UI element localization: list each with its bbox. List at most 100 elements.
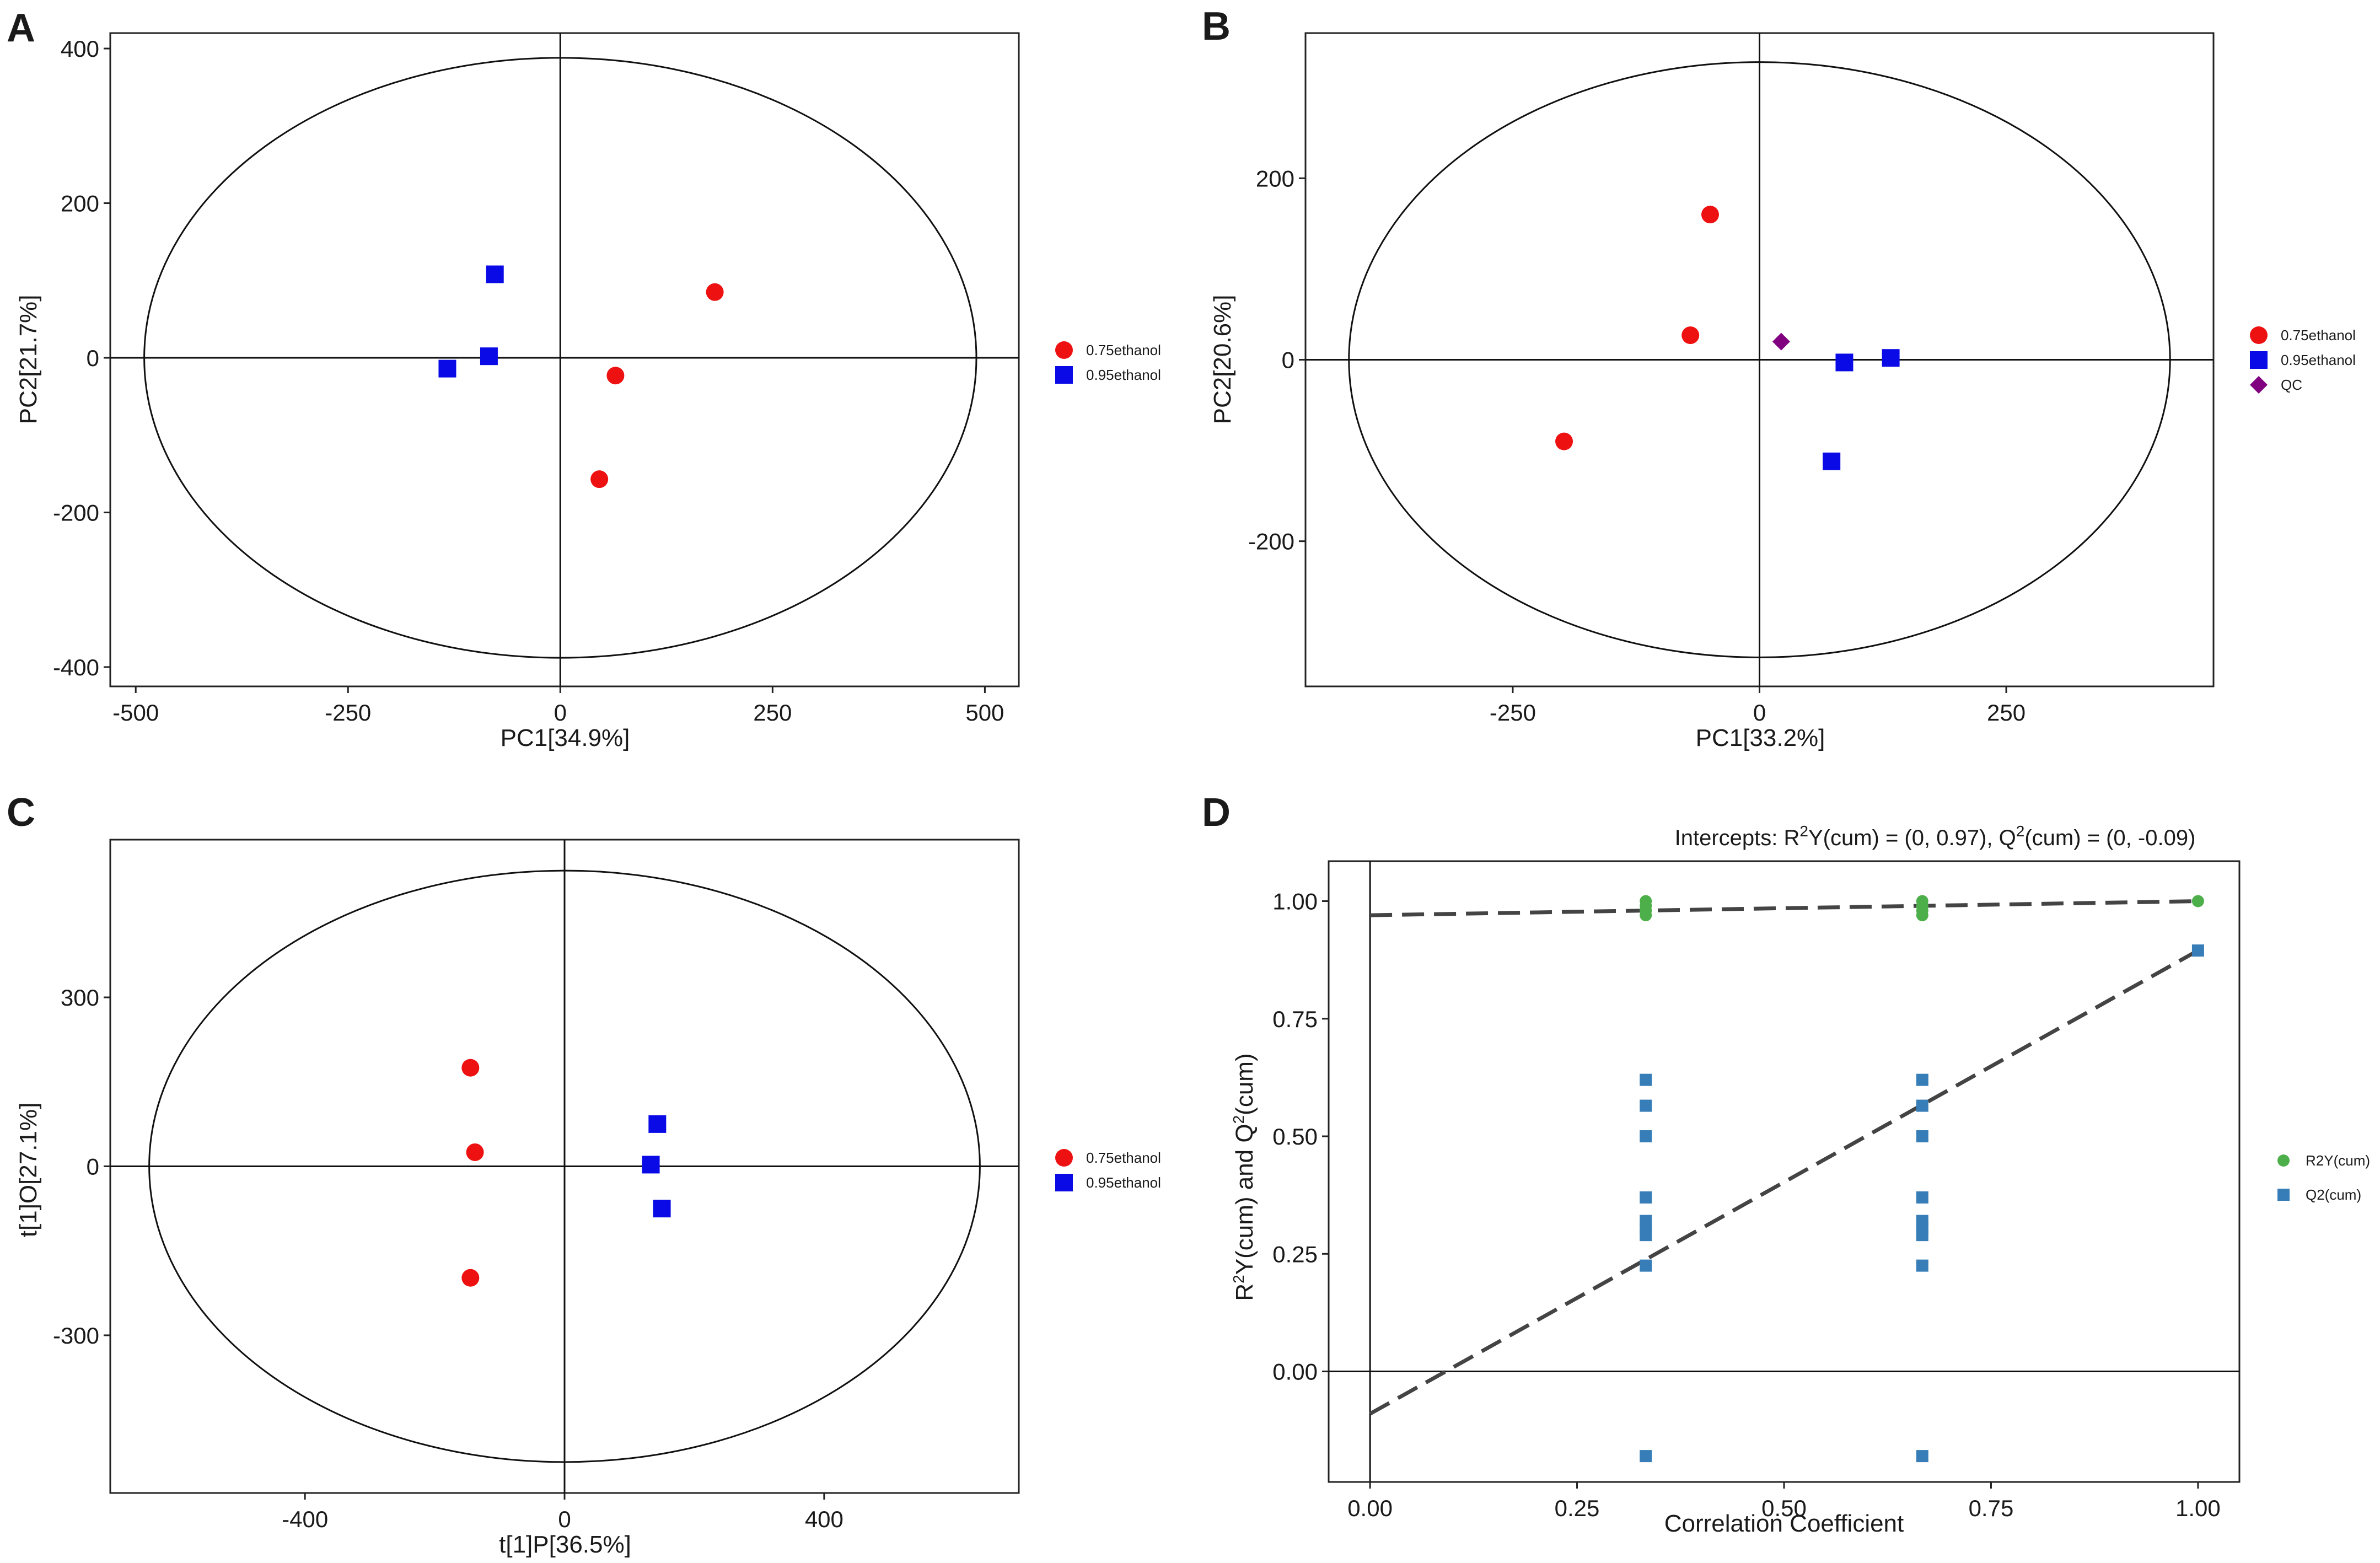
panel-d-y-axis-title: R2Y(cum) and Q2(cum) (1230, 1053, 1258, 1301)
panel-d-x-tick-label: 0.00 (1347, 1495, 1393, 1521)
panel-c-y-tick-label: 0 (87, 1154, 99, 1180)
panel-b-legend-marker-qc (2250, 376, 2268, 394)
panel-a-x-tick-label: 500 (965, 700, 1004, 726)
panel-c-legend-label-0-75ethanol: 0.75ethanol (1086, 1150, 1161, 1166)
panel-a-legend-label-0-75ethanol: 0.75ethanol (1086, 342, 1161, 358)
panel-d-point-q2-cum- (1916, 1229, 1928, 1242)
panel-a-point-0-75ethanol (590, 470, 609, 488)
panel-a-point-0-75ethanol (606, 367, 625, 385)
panel-b-point-0-95ethanol (1823, 452, 1841, 470)
panel-d-legend-label-r2y-cum-: R2Y(cum) (2306, 1152, 2370, 1169)
panel-b-letter: B (1202, 4, 1231, 49)
panel-a-legend-marker-0-95ethanol (1055, 366, 1073, 384)
panel-b-legend-label-qc: QC (2281, 377, 2302, 393)
panel-b-point-0-75ethanol (1555, 432, 1573, 450)
panel-b-x-tick-label: -250 (1490, 700, 1536, 726)
panel-d-point-q2-cum- (1640, 1099, 1652, 1112)
panel-c-y-axis-title: t[1]O[27.1%] (15, 1103, 42, 1238)
panel-d-x-tick-label: 0.25 (1555, 1495, 1600, 1521)
panel-a-y-tick-label: 0 (87, 345, 99, 371)
panel-a-point-0-95ethanol (486, 265, 504, 283)
panel-d-x-tick-label: 1.00 (2175, 1495, 2221, 1521)
panel-c-x-tick-label: -400 (282, 1506, 328, 1532)
panel-c-x-axis-title: t[1]P[36.5%] (499, 1531, 631, 1558)
panel-c-x-tick-label: 0 (558, 1506, 571, 1532)
panel-a-point-0-95ethanol (438, 359, 456, 378)
panel-d-legend-label-q2-cum-: Q2(cum) (2306, 1186, 2361, 1203)
panel-b-x-tick-label: 250 (1987, 700, 2026, 726)
panel-b-y-axis-title: PC2[20.6%] (1209, 295, 1236, 425)
panel-d-point-q2-cum- (1916, 1191, 1928, 1204)
panel-b-pca-qc: B -250 0 250 -200 0 200 PC1[33.2%] PC2[20.6%]… (1202, 4, 2356, 751)
panel-c-point-0-95ethanol (648, 1115, 667, 1133)
panel-d-point-q2-cum- (1916, 1259, 1928, 1272)
panel-c-x-tick-label: 400 (805, 1506, 844, 1532)
panel-b-y-tick-label: 200 (1256, 165, 1294, 191)
panel-c-point-0-75ethanol (466, 1143, 484, 1161)
panel-d-y-tick-label: 1.00 (1272, 889, 1318, 915)
panel-a-y-tick-label: 400 (61, 36, 99, 62)
panel-d-y-tick-label: 0.75 (1272, 1006, 1318, 1032)
panel-d-point-q2-cum- (1916, 1073, 1928, 1086)
panel-b-x-axis-title: PC1[33.2%] (1696, 724, 1825, 751)
panel-c-point-0-95ethanol (653, 1200, 671, 1218)
panel-d-x-axis-title: Correlation Coefficient (1664, 1510, 1904, 1537)
panel-b-legend: 0.75ethanol 0.95ethanol QC (2250, 326, 2356, 394)
panel-b-legend-label-0-75ethanol: 0.75ethanol (2281, 327, 2356, 343)
panel-b-point-0-75ethanol (1701, 206, 1719, 224)
panel-d-point-q2-cum- (1640, 1191, 1652, 1204)
panel-a-confidence-ellipse (143, 57, 977, 659)
panel-a-x-tick-label: -250 (325, 700, 371, 726)
panel-a-x-axis-title: PC1[34.9%] (501, 724, 630, 751)
panel-d-regression-line-r2y-cum- (1370, 899, 2198, 917)
panel-b-point-qc (1772, 332, 1790, 351)
panel-d-point-r2y-cum- (2191, 895, 2204, 907)
panel-c-letter: C (7, 791, 35, 835)
panel-d-x-tick-label: 0.75 (1969, 1495, 2014, 1521)
panel-b-point-0-95ethanol (1835, 353, 1854, 372)
panel-b-y-tick-label: 0 (1282, 347, 1294, 373)
panel-a-pca: A -500 -250 0 250 500 -400 -200 0 200 400 PC1[34.… (7, 6, 1161, 751)
panel-d-point-q2-cum- (1916, 1450, 1928, 1463)
panel-c-y-tick-label: 300 (61, 985, 99, 1011)
panel-d-point-q2-cum- (1916, 1130, 1928, 1143)
panel-d-y-tick-label: 0.00 (1272, 1359, 1318, 1385)
panel-c-point-0-75ethanol (461, 1059, 480, 1077)
panel-c-legend: 0.75ethanol 0.95ethanol (1055, 1149, 1161, 1191)
panel-b-y-tick-label: -200 (1248, 529, 1294, 555)
panel-b-point-0-95ethanol (1882, 349, 1900, 367)
panel-d-point-q2-cum- (1640, 1130, 1652, 1143)
panel-c-legend-marker-0-95ethanol (1055, 1174, 1073, 1191)
panel-b-confidence-ellipse (1348, 61, 2171, 658)
panel-d-point-q2-cum- (1916, 1099, 1928, 1112)
panel-a-y-axis-title: PC2[21.7%] (15, 295, 42, 425)
panel-c-legend-marker-0-75ethanol (1055, 1149, 1073, 1167)
panel-d-title: Intercepts: R2Y(cum) = (0, 0.97), Q2(cum… (1675, 823, 2196, 850)
panel-d-plot-frame (1328, 860, 2241, 1483)
panel-a-point-0-75ethanol (706, 283, 724, 301)
panel-c-legend-label-0-95ethanol: 0.95ethanol (1086, 1174, 1161, 1191)
panel-d-legend: R2Y(cum) Q2(cum) (2277, 1152, 2370, 1203)
panel-d-y-tick-label: 0.50 (1272, 1124, 1318, 1150)
panel-a-legend-label-0-95ethanol: 0.95ethanol (1086, 367, 1161, 383)
panel-c-point-0-95ethanol (642, 1156, 660, 1174)
panel-a-x-tick-label: 0 (554, 700, 567, 726)
panel-b-legend-label-0-95ethanol: 0.95ethanol (2281, 352, 2356, 368)
panel-c-opls-da: C -400 0 400 -300 0 300 t[1]P[36.5%] t[1]O[27… (7, 791, 1161, 1558)
panel-d-point-q2-cum- (1640, 1229, 1652, 1242)
panel-b-point-0-75ethanol (1681, 326, 1700, 345)
panel-b-legend-marker-0-75ethanol (2250, 326, 2268, 344)
panel-a-plot-frame (109, 32, 1020, 687)
panel-c-confidence-ellipse (148, 869, 981, 1463)
panel-a-legend-marker-0-75ethanol (1055, 341, 1073, 359)
panel-d-point-q2-cum- (1640, 1073, 1652, 1086)
panel-d-x-tick-label: 0.50 (1761, 1495, 1807, 1521)
panel-d-y-tick-label: 0.25 (1272, 1241, 1318, 1267)
panel-a-legend: 0.75ethanol 0.95ethanol (1055, 341, 1161, 384)
panel-b-x-tick-label: 0 (1753, 700, 1766, 726)
panel-a-x-tick-label: 250 (753, 700, 792, 726)
panel-d-permutation-test: D Intercepts: R2Y(cum) = (0, 0.97), Q2(c… (1202, 791, 2370, 1537)
panel-d-point-q2-cum- (2191, 944, 2204, 957)
panel-d-point-r2y-cum- (1640, 909, 1652, 922)
